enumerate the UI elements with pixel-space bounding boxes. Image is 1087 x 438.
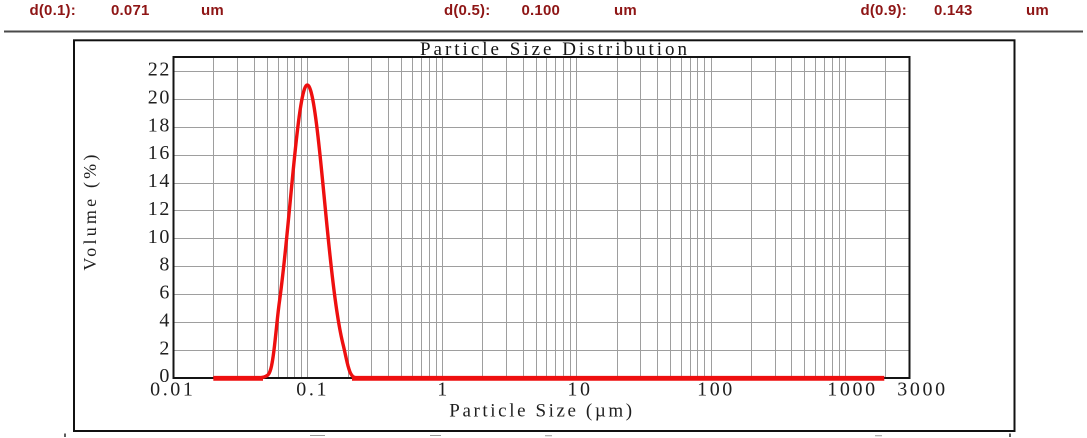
svg-text:d(0.1):: d(0.1): — [30, 2, 76, 19]
svg-text:8: 8 — [159, 254, 171, 276]
svg-text:0.071: 0.071 — [111, 2, 150, 19]
svg-text:12: 12 — [148, 198, 171, 220]
svg-text:Volume (%): Volume (%) — [80, 151, 101, 270]
svg-text:0.100: 0.100 — [522, 2, 561, 19]
svg-text:3000: 3000 — [897, 379, 947, 401]
svg-text:18: 18 — [148, 114, 171, 136]
svg-text:1: 1 — [437, 379, 450, 401]
svg-text:16: 16 — [148, 142, 171, 164]
svg-text:um: um — [1026, 2, 1049, 19]
svg-text:22: 22 — [148, 59, 171, 81]
svg-text:0: 0 — [159, 365, 171, 387]
svg-text:d(0.5):: d(0.5): — [444, 2, 490, 19]
svg-text:2: 2 — [159, 337, 171, 359]
svg-text:100: 100 — [697, 379, 735, 401]
svg-text:um: um — [614, 2, 637, 19]
svg-text:20: 20 — [148, 86, 171, 108]
svg-text:4: 4 — [159, 309, 171, 331]
svg-text:0.01: 0.01 — [150, 379, 195, 401]
svg-text:Particle Size (µm): Particle Size (µm) — [449, 401, 634, 422]
svg-text:d(0.9):: d(0.9): — [861, 2, 907, 19]
svg-text:14: 14 — [148, 170, 171, 192]
svg-text:10: 10 — [567, 379, 592, 401]
svg-text:10: 10 — [148, 226, 171, 248]
svg-text:0.143: 0.143 — [934, 2, 973, 19]
svg-text:0.1: 0.1 — [296, 379, 329, 401]
svg-text:um: um — [201, 2, 224, 19]
svg-text:Particle Size Distribution: Particle Size Distribution — [420, 39, 690, 60]
svg-text:6: 6 — [159, 282, 171, 304]
svg-text:1000: 1000 — [827, 379, 877, 401]
